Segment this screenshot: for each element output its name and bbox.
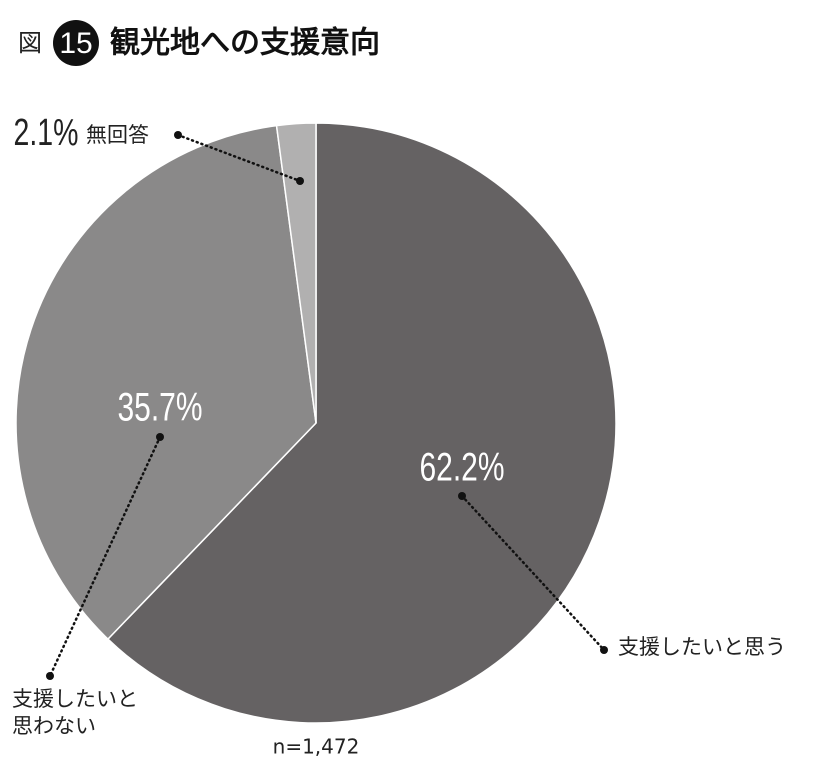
sample-note: n=1,472 — [273, 735, 360, 759]
category-label: 支援したいと思わない — [12, 687, 138, 738]
category-label: 無回答 — [86, 123, 149, 147]
pie-slice — [15, 124, 317, 641]
leader-dot — [156, 433, 164, 441]
leader-line — [48, 435, 162, 678]
pie-slice — [106, 122, 617, 724]
figure-badge — [53, 20, 99, 66]
value-label: 35.7% — [117, 385, 202, 429]
value-label: 2.1% — [14, 112, 79, 154]
leader-dot — [600, 646, 608, 654]
leader-dot — [296, 177, 304, 185]
pie-slice — [275, 122, 317, 424]
figure-number: 15 — [59, 27, 92, 60]
leader-line — [176, 133, 302, 183]
leader-dot — [46, 672, 54, 680]
leader-dot — [458, 492, 466, 500]
leader-dot — [174, 131, 182, 139]
category-label: 支援したいと思う — [618, 635, 786, 659]
value-label: 62.2% — [419, 445, 504, 489]
figure-label: 図 — [18, 29, 42, 57]
chart-title: 観光地への支援意向 — [110, 26, 380, 61]
leader-line — [460, 494, 606, 652]
